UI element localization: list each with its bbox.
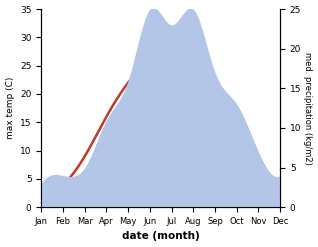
X-axis label: date (month): date (month) — [122, 231, 200, 242]
Y-axis label: med. precipitation (kg/m2): med. precipitation (kg/m2) — [303, 52, 313, 165]
Y-axis label: max temp (C): max temp (C) — [5, 77, 15, 139]
